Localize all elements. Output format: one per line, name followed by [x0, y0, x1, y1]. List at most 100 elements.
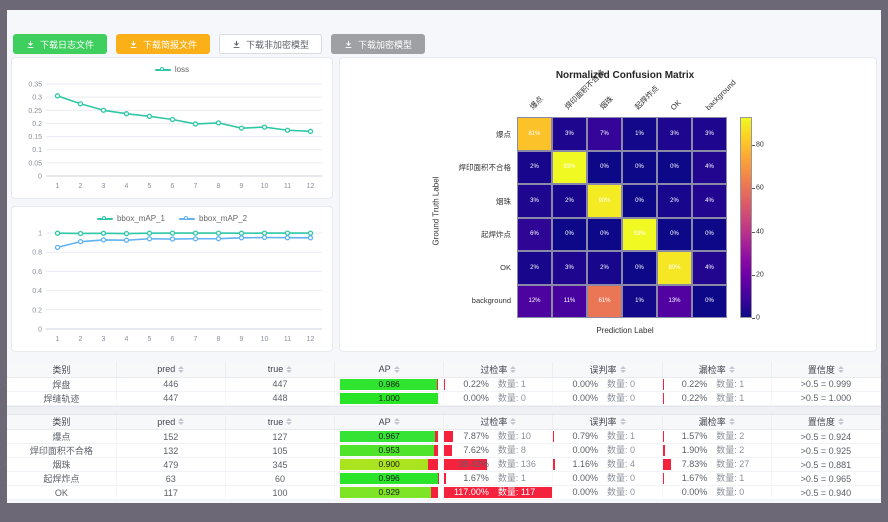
sort-icon[interactable]	[286, 365, 293, 373]
rate-count: 数量: 0	[607, 392, 636, 403]
column-header-过检率[interactable]: 过检率	[443, 414, 554, 430]
cell-pred: 446	[116, 377, 226, 392]
rate-percent: 1.67%	[463, 473, 489, 483]
download-plain-model-label: 下载非加密模型	[246, 39, 310, 50]
matrix-cell: 93%	[552, 150, 587, 184]
header-label: 置信度	[807, 417, 835, 428]
svg-text:4: 4	[125, 183, 129, 190]
rate-percent: 0.00%	[572, 445, 599, 455]
matrix-cell: 6%	[517, 217, 552, 251]
sort-icon[interactable]	[728, 418, 735, 426]
cell-overdetect-rate: 39.42% 数量: 136	[443, 457, 554, 472]
sort-icon[interactable]	[837, 365, 844, 373]
sort-icon[interactable]	[393, 418, 400, 426]
download-encrypted-model-button[interactable]: 下载加密模型	[331, 34, 426, 54]
column-header-漏检率[interactable]: 漏检率	[662, 414, 772, 430]
svg-text:2: 2	[79, 336, 83, 343]
cell-confidence: >0.5 = 0.940	[771, 485, 882, 500]
column-header-漏检率[interactable]: 漏检率	[662, 362, 772, 378]
download-toolbar: 下载日志文件 下载简报文件 下载非加密模型 下载加密模型	[13, 34, 426, 54]
sort-icon[interactable]	[619, 365, 626, 373]
table-row: 焊印面积不合格 132 105 0.953 7.62% 数量: 8 0.00% 数量: 0 1.…	[7, 443, 882, 458]
cell-misjudge-rate: 0.00% 数量: 0	[552, 443, 663, 458]
svg-text:1: 1	[56, 183, 60, 190]
svg-text:11: 11	[284, 336, 291, 343]
column-header-过检率[interactable]: 过检率	[443, 362, 554, 378]
svg-text:8: 8	[217, 183, 221, 190]
legend-item-bbox_mAP_2[interactable]: bbox_mAP_2	[179, 214, 247, 223]
sort-icon[interactable]	[178, 365, 185, 373]
svg-text:0.2: 0.2	[32, 121, 42, 128]
sort-icon[interactable]	[728, 365, 735, 373]
legend-label: bbox_mAP_2	[199, 214, 248, 223]
legend-item-loss[interactable]: loss	[154, 65, 189, 74]
column-header-pred[interactable]: pred	[116, 362, 226, 378]
rate-count: 数量: 1	[607, 431, 636, 441]
cell-ap: 0.953	[334, 443, 445, 458]
sort-icon[interactable]	[178, 418, 185, 426]
rate-count: 数量: 0	[607, 473, 636, 483]
matrix-cell: 3%	[657, 117, 692, 151]
legend-line-icon	[96, 215, 113, 223]
download-plain-model-button[interactable]: 下载非加密模型	[219, 34, 323, 54]
cell-overdetect-rate: 0.00% 数量: 0	[443, 391, 554, 406]
sort-icon[interactable]	[837, 418, 844, 426]
legend-line-icon	[154, 66, 171, 74]
column-header-true[interactable]: true	[225, 414, 336, 430]
sort-icon[interactable]	[619, 418, 626, 426]
cell-overdetect-rate: 1.67% 数量: 1	[443, 471, 554, 486]
column-header-AP[interactable]: AP	[334, 414, 445, 430]
header-label: 类别	[52, 417, 71, 428]
column-header-误判率[interactable]: 误判率	[552, 414, 663, 430]
colorbar-tick-mark	[752, 231, 755, 233]
matrix-cell: 13%	[657, 284, 692, 318]
matrix-row-label: OK	[500, 262, 511, 272]
column-header-误判率[interactable]: 误判率	[552, 362, 663, 378]
rate-cell: 1.67% 数量: 1	[444, 472, 552, 485]
column-header-AP[interactable]: AP	[334, 362, 445, 378]
rate-cell: 39.42% 数量: 136	[444, 458, 552, 471]
download-log-button[interactable]: 下载日志文件	[13, 34, 108, 54]
matrix-column-label: OK	[668, 97, 683, 112]
sort-icon[interactable]	[393, 365, 400, 373]
matrix-cell: 3%	[552, 117, 587, 151]
rate-count: 数量: 27	[716, 459, 750, 469]
rate-percent: 0.00%	[681, 487, 708, 497]
ap-value: 0.967	[378, 431, 400, 441]
header-label: 置信度	[807, 364, 835, 375]
download-report-button[interactable]: 下载简报文件	[116, 34, 211, 54]
loss-chart-legend: loss	[12, 65, 332, 74]
column-header-pred[interactable]: pred	[116, 414, 226, 430]
matrix-row-label: 爆点	[496, 129, 511, 139]
rate-cell: 7.62% 数量: 8	[444, 444, 552, 457]
cell-ap: 0.929	[334, 485, 445, 500]
sort-icon[interactable]	[510, 365, 517, 373]
svg-text:3: 3	[102, 183, 106, 190]
header-label: pred	[157, 364, 176, 375]
rate-count: 数量: 0	[497, 392, 526, 403]
header-label: 漏检率	[698, 364, 726, 375]
matrix-cell: 89%	[657, 251, 692, 285]
rate-bar	[444, 473, 447, 484]
svg-text:0.15: 0.15	[28, 134, 42, 141]
column-header-置信度[interactable]: 置信度	[771, 362, 882, 378]
legend-item-bbox_mAP_1[interactable]: bbox_mAP_1	[96, 214, 165, 223]
download-icon	[345, 40, 352, 48]
sort-icon[interactable]	[510, 418, 517, 426]
sort-icon[interactable]	[286, 418, 293, 426]
cell-class: 焊盘	[7, 377, 117, 392]
colorbar-tick-label: 0	[756, 314, 760, 322]
column-header-true[interactable]: true	[225, 362, 336, 378]
matrix-column-label: 爆点	[527, 94, 545, 112]
table-row: 起焊炸点 63 60 0.996 1.67% 数量: 1 0.00% 数量: 0 1.67% 数量…	[7, 471, 882, 486]
svg-text:6: 6	[171, 336, 175, 343]
colorbar-tick-mark	[752, 318, 755, 319]
column-header-置信度[interactable]: 置信度	[771, 414, 882, 430]
rate-percent: 0.22%	[681, 378, 708, 389]
svg-text:12: 12	[307, 336, 315, 343]
download-report-label: 下载简报文件	[143, 39, 198, 50]
cell-class: 烟珠	[7, 457, 117, 472]
download-icon	[130, 40, 137, 48]
ap-bar: 0.900	[340, 459, 439, 470]
cell-ap: 1.000	[334, 391, 445, 406]
